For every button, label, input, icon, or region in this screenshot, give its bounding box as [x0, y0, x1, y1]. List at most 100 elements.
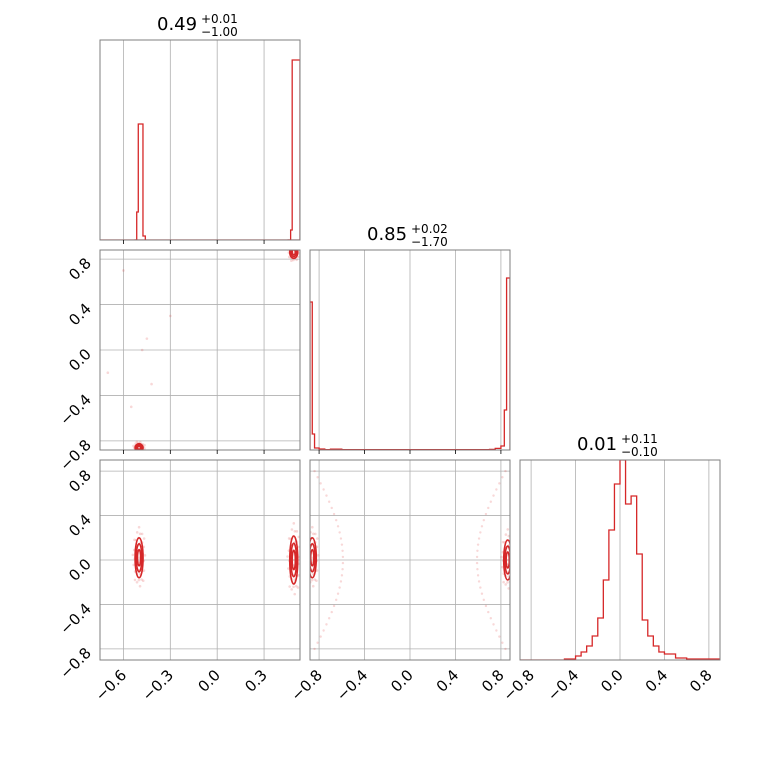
scatter-point [512, 556, 515, 559]
scatter-point [316, 641, 319, 644]
title-param3-value: 0.01 [577, 434, 617, 455]
scatter-point [504, 469, 507, 473]
scatter-point [340, 543, 344, 546]
cluster-31-a-contour-3 [136, 548, 142, 567]
tick-label-x: −0.4 [544, 666, 582, 704]
scatter-point [286, 555, 289, 558]
tick-label-x: −0.4 [333, 666, 371, 704]
panel-hist-param3 [519, 459, 721, 661]
cluster-32-b-contour-3 [505, 551, 510, 569]
scatter-point [332, 604, 336, 608]
scatter-point [330, 610, 333, 614]
panel-scatter-param2-vs-param1 [99, 246, 301, 455]
scatter-point [143, 443, 146, 447]
scatter-point [306, 539, 309, 542]
tick-label-x: 0.0 [387, 666, 417, 696]
scatter-point [484, 604, 488, 608]
cluster-32-b-contour-1 [502, 539, 510, 581]
cluster-31-b-contour-2 [290, 542, 298, 578]
scatter-point [293, 529, 297, 533]
scatter-point [501, 476, 504, 479]
scatter-point [489, 500, 493, 503]
scatter-point [290, 259, 293, 263]
scatter-point [129, 405, 133, 409]
scatter-point [475, 561, 479, 565]
tick-label-x: −0.8 [287, 666, 325, 704]
cluster-21-b-contour-2 [135, 444, 143, 450]
scatter-point [482, 518, 486, 522]
scatter-point [487, 506, 490, 510]
scatter-point [504, 647, 507, 651]
scatter-point [138, 532, 142, 536]
scatter-point [298, 247, 301, 250]
scatter-point [319, 482, 322, 485]
scatter-point [334, 598, 338, 602]
scatter-point [288, 585, 291, 588]
cluster-21-a-contour-2 [290, 250, 298, 258]
scatter-point [501, 540, 505, 544]
scatter-point [143, 554, 147, 557]
scatter-point [498, 482, 501, 485]
scatter-point [511, 539, 514, 542]
panel-scatter-param3-vs-param1 [99, 459, 301, 661]
tick-label-y: −0.8 [56, 436, 94, 474]
title-param3-lower: −0.10 [621, 445, 658, 459]
scatter-point [489, 617, 493, 620]
scatter-point [325, 494, 328, 497]
tick-label-x: −0.3 [139, 666, 177, 704]
scatter-point [292, 585, 295, 589]
tick-label-y: −0.4 [56, 391, 94, 429]
scatter-point [122, 269, 125, 272]
scatter-point [131, 553, 135, 557]
scatter-point [137, 525, 141, 529]
scatter-point [501, 641, 504, 644]
scatter-point [150, 382, 153, 386]
title-param2-upper: +0.02 [411, 222, 448, 236]
scatter-point [511, 582, 514, 585]
scatter-point [315, 579, 318, 583]
scatter-point [313, 647, 316, 651]
tick-label-x: 0.8 [686, 666, 716, 696]
tick-label-y: −0.8 [56, 644, 94, 682]
cluster-21-a-contour-3 [291, 250, 297, 256]
scatter-point [287, 537, 291, 540]
scatter-point [297, 574, 300, 577]
scatter-point [477, 537, 481, 540]
tick-label-x: 0.3 [241, 666, 271, 696]
scatter-point [341, 561, 345, 565]
scatter-point [133, 578, 137, 582]
scatter-point [507, 534, 510, 538]
scatter-point [311, 525, 314, 529]
scatter-point [311, 584, 315, 588]
tick-label-y: 0.4 [65, 300, 95, 330]
scatter-point [480, 592, 484, 595]
scatter-point [501, 565, 504, 569]
scatter-point [504, 583, 507, 586]
scatter-point [479, 531, 482, 534]
scatter-point [307, 579, 310, 582]
scatter-point [295, 530, 299, 533]
scatter-point [341, 567, 344, 571]
scatter-point [476, 543, 480, 546]
tick-label-x: 0.0 [194, 666, 224, 696]
cluster-32-a-contour-1 [310, 536, 318, 579]
scatter-point [476, 574, 480, 577]
tick-label-x: −0.8 [499, 666, 537, 704]
scatter-point [312, 532, 315, 536]
scatter-point [313, 469, 316, 473]
scatter-point [476, 549, 479, 553]
scatter-point [477, 580, 481, 583]
tick-label-x: 0.4 [642, 666, 672, 696]
scatter-point [140, 578, 143, 581]
hist-param1-mode-b [287, 59, 300, 240]
scatter-point [504, 533, 508, 536]
scatter-point [484, 512, 488, 516]
hist-param3 [520, 460, 720, 660]
scatter-point [475, 555, 479, 559]
panel-hist-param1 [99, 39, 301, 241]
scatter-point [141, 451, 144, 454]
scatter-point [296, 246, 299, 249]
title-param1-value: 0.49 [157, 14, 197, 35]
scatter-point [135, 452, 138, 455]
scatter-point [314, 532, 317, 536]
